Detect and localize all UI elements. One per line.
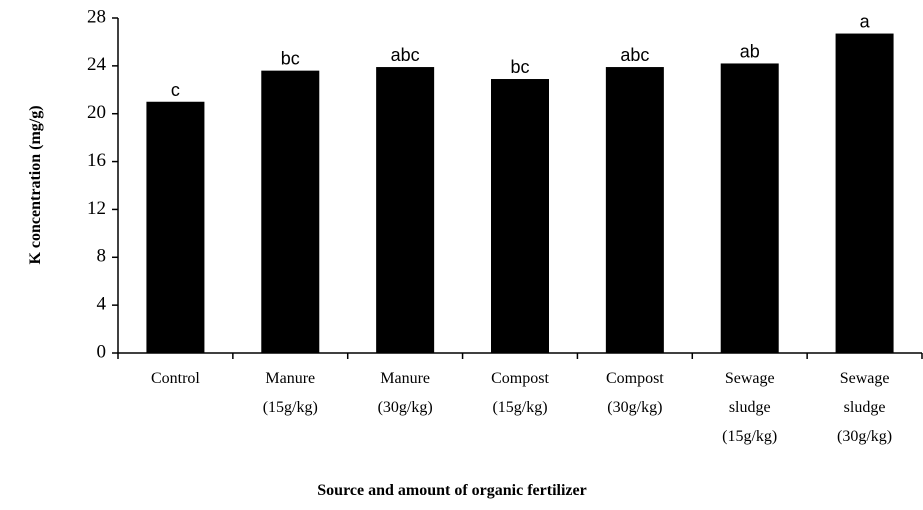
bar-annotation: abc <box>620 45 649 65</box>
y-tick-label: 12 <box>87 198 106 219</box>
y-tick-label: 24 <box>87 54 107 75</box>
bar <box>376 67 435 353</box>
bar <box>605 67 664 353</box>
bar <box>720 63 779 353</box>
bar-annotation: ab <box>740 41 760 61</box>
bar-annotation: c <box>171 80 180 100</box>
y-axis-title: K concentration (mg/g) <box>27 105 44 264</box>
x-tick-label: Manure (15g/kg) <box>263 370 318 416</box>
bar-annotation: a <box>860 12 871 32</box>
y-tick-label: 16 <box>87 150 106 171</box>
x-tick-label: Control <box>151 370 200 387</box>
x-axis-title: Source and amount of organic fertilizer <box>317 482 586 499</box>
x-tick-label: Sewage sludge (30g/kg) <box>837 370 892 445</box>
y-tick-label: 0 <box>97 341 107 362</box>
bar <box>491 79 549 354</box>
y-tick-label: 28 <box>87 6 106 27</box>
bar-annotation: bc <box>281 49 300 69</box>
bar <box>261 70 320 354</box>
y-tick-label: 20 <box>87 102 106 123</box>
y-tick-label: 4 <box>97 294 107 315</box>
bar <box>835 33 894 354</box>
x-tick-label: Compost (30g/kg) <box>606 370 664 416</box>
bar <box>146 101 205 353</box>
bar-annotation: abc <box>391 45 420 65</box>
x-tick-label: Sewage sludge (15g/kg) <box>722 370 777 445</box>
y-tick-label: 8 <box>97 246 107 267</box>
x-tick-label: Compost (15g/kg) <box>491 370 549 416</box>
x-tick-label: Manure (30g/kg) <box>378 370 433 416</box>
bar-annotation: bc <box>510 57 529 77</box>
